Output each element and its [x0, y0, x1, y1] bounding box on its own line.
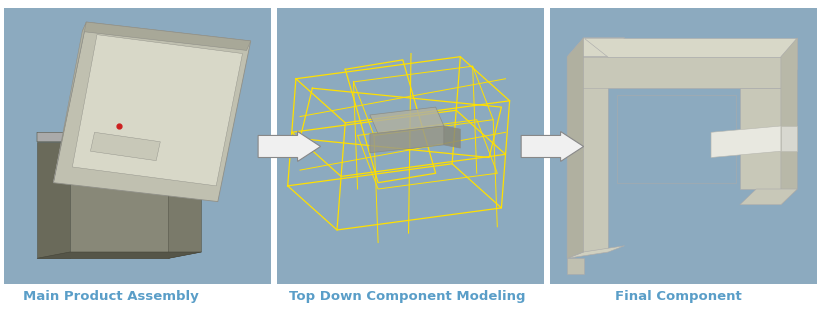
Polygon shape: [37, 132, 169, 142]
Polygon shape: [53, 22, 86, 183]
Polygon shape: [72, 35, 242, 186]
Polygon shape: [584, 38, 797, 69]
FancyBboxPatch shape: [550, 8, 817, 284]
Polygon shape: [567, 38, 625, 57]
Polygon shape: [740, 189, 797, 205]
Polygon shape: [370, 126, 444, 153]
Polygon shape: [82, 22, 251, 50]
Polygon shape: [567, 57, 781, 88]
Polygon shape: [567, 258, 584, 274]
Polygon shape: [711, 126, 781, 158]
Polygon shape: [567, 38, 584, 258]
Polygon shape: [444, 126, 460, 148]
Text: Main Product Assembly: Main Product Assembly: [23, 289, 199, 303]
Polygon shape: [781, 126, 797, 151]
FancyArrow shape: [258, 132, 321, 161]
FancyBboxPatch shape: [4, 8, 271, 284]
Polygon shape: [567, 57, 608, 258]
Polygon shape: [740, 88, 781, 189]
FancyArrow shape: [521, 132, 584, 161]
Polygon shape: [90, 132, 160, 161]
Text: Final Component: Final Component: [615, 289, 741, 303]
Polygon shape: [567, 246, 625, 258]
Polygon shape: [53, 22, 251, 202]
Polygon shape: [781, 38, 797, 205]
Polygon shape: [37, 252, 201, 258]
Polygon shape: [370, 107, 444, 134]
Text: Top Down Component Modeling: Top Down Component Modeling: [289, 289, 525, 303]
Polygon shape: [616, 94, 736, 183]
Polygon shape: [169, 135, 201, 258]
Polygon shape: [37, 142, 70, 258]
FancyBboxPatch shape: [277, 8, 544, 284]
Polygon shape: [70, 142, 169, 258]
